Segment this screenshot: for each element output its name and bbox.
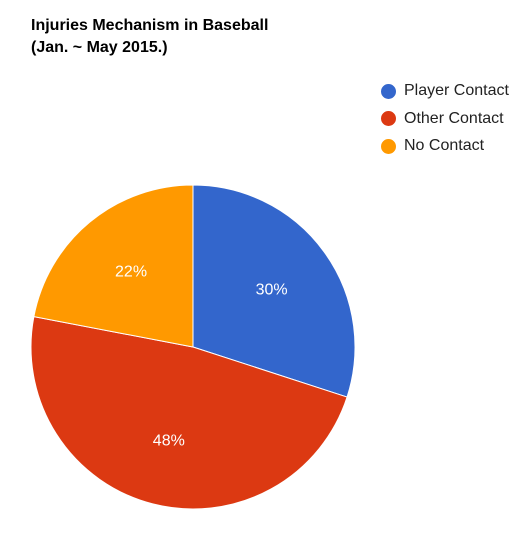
chart-subtitle: (Jan. ~ May 2015.) xyxy=(31,39,168,56)
legend-swatch-player-contact xyxy=(381,83,396,99)
legend-item-player-contact[interactable]: Player Contact xyxy=(381,81,509,101)
chart-legend: Player Contact Other Contact No Contact xyxy=(381,81,509,164)
slice-label-no-contact: 22% xyxy=(115,264,147,281)
legend-label-other-contact: Other Contact xyxy=(404,109,504,127)
legend-item-no-contact[interactable]: No Contact xyxy=(381,136,509,156)
legend-item-other-contact[interactable]: Other Contact xyxy=(381,109,509,129)
legend-swatch-no-contact xyxy=(381,138,396,154)
legend-swatch-other-contact xyxy=(381,111,396,126)
pie-slice-no-contact[interactable] xyxy=(33,184,194,348)
pie-slice-other-contact[interactable] xyxy=(30,316,348,510)
slice-label-player-contact: 30% xyxy=(256,281,288,298)
chart-title-line-1: Injuries Mechanism in Baseball xyxy=(31,17,269,34)
legend-label-player-contact: Player Contact xyxy=(404,82,509,99)
slice-label-other-contact: 48% xyxy=(153,433,185,450)
legend-label-no-contact: No Contact xyxy=(404,137,485,154)
pie-slice-player-contact[interactable] xyxy=(192,184,356,398)
chart-title: Injuries Mechanism in Baseball (Jan. ~ M… xyxy=(31,15,268,59)
